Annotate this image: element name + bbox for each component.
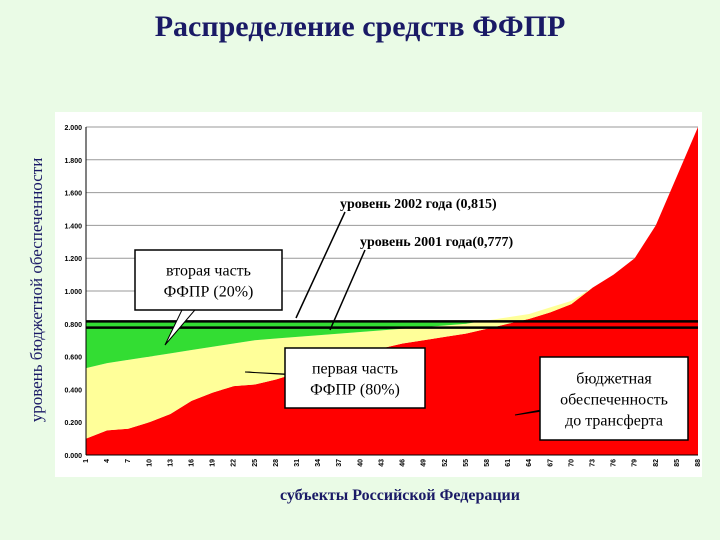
x-tick-label: 7 — [125, 459, 132, 463]
area — [86, 127, 698, 369]
x-tick-label: 79 — [632, 459, 639, 467]
area — [86, 127, 698, 439]
y-tick-label: 0.400 — [64, 387, 82, 394]
y-tick-label: 0.600 — [64, 355, 82, 362]
x-tick-label: 88 — [695, 459, 702, 467]
callout-text: вторая часть — [166, 263, 251, 280]
x-tick-label: 37 — [336, 459, 343, 467]
pointer — [295, 211, 346, 319]
x-tick-label: 46 — [400, 459, 407, 467]
callout-text: обеспеченность — [560, 392, 668, 409]
x-tick-label: 34 — [315, 459, 322, 467]
callout-box — [284, 347, 426, 409]
y-tick-label: 1.200 — [64, 256, 82, 263]
x-tick-label: 52 — [442, 459, 449, 467]
x-tick-label: 40 — [357, 459, 364, 467]
x-tick-label: 4 — [104, 459, 111, 463]
x-tick-label: 70 — [568, 459, 575, 467]
callout-text: ФФПР (80%) — [310, 382, 400, 399]
y-tick-label: 1.600 — [64, 191, 82, 198]
pointer — [329, 249, 366, 331]
x-tick-label: 10 — [146, 459, 153, 467]
reference-label: уровень 2001 года(0,777) — [360, 235, 514, 250]
callout-text: первая часть — [312, 361, 398, 378]
x-tick-label: 16 — [189, 459, 196, 467]
y-tick-label: 1.000 — [64, 289, 82, 296]
y-tick-label: 0.800 — [64, 322, 82, 329]
x-tick-label: 55 — [463, 459, 470, 467]
x-tick-label: 19 — [210, 459, 217, 467]
x-tick-label: 58 — [484, 459, 491, 467]
x-tick-label: 85 — [674, 459, 681, 467]
reference-label: уровень 2002 года (0,815) — [340, 197, 497, 212]
x-tick-label: 28 — [273, 459, 280, 467]
y-tick-label: 1.800 — [64, 158, 82, 165]
x-axis-label: субъекты Российской Федерации — [280, 487, 520, 504]
x-tick-label: 73 — [589, 459, 596, 467]
callout-text: бюджетная — [576, 371, 652, 388]
y-tick-label: 2.000 — [64, 125, 82, 132]
x-tick-label: 13 — [167, 459, 174, 467]
y-axis-label: уровень бюджетной обеспеченности — [27, 158, 46, 423]
y-tick-label: 0.000 — [64, 453, 82, 460]
x-tick-label: 82 — [653, 459, 660, 467]
x-tick-label: 64 — [526, 459, 533, 467]
y-tick-label: 1.400 — [64, 223, 82, 230]
x-tick-label: 49 — [421, 459, 428, 467]
x-tick-label: 22 — [231, 459, 238, 467]
x-tick-label: 25 — [252, 459, 259, 467]
callout-text: ФФПР (20%) — [164, 284, 254, 301]
x-tick-label: 43 — [378, 459, 385, 467]
x-tick-label: 76 — [611, 459, 618, 467]
callout-box — [134, 249, 283, 311]
x-tick-label: 61 — [505, 459, 512, 467]
x-tick-label: 67 — [547, 459, 554, 467]
callout-text: до трансферта — [565, 413, 663, 430]
y-tick-label: 0.200 — [64, 420, 82, 427]
x-tick-label: 31 — [294, 459, 301, 467]
x-tick-label: 1 — [83, 459, 90, 463]
callout-box — [539, 356, 689, 441]
title: Распределение средств ФФПР — [155, 10, 566, 43]
